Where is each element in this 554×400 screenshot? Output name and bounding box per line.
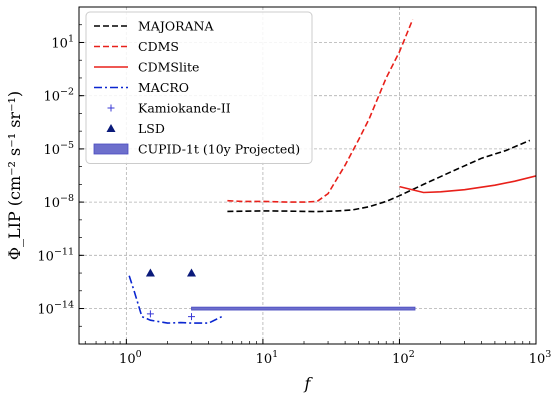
cupid-1t-10y-projected-band <box>191 306 416 311</box>
y-tick-label: 10−2 <box>43 87 74 105</box>
x-tick-label: 100 <box>119 349 142 367</box>
legend-label-lsd: LSD <box>138 121 165 136</box>
y-tick-label: 101 <box>51 33 74 51</box>
legend-label-cdmslite: CDMSlite <box>138 60 199 75</box>
cdms-line <box>227 19 414 203</box>
legend-swatch-kamiokande-ii <box>107 104 115 112</box>
kamiokande-ii-point <box>146 310 154 318</box>
y-tick-label: 10−8 <box>43 193 74 211</box>
macro-line <box>128 275 223 324</box>
x-axis-label: f <box>304 374 314 393</box>
plot-frame <box>78 6 537 345</box>
legend-label-macro: MACRO <box>138 80 189 95</box>
series-layer <box>128 19 536 324</box>
legend-label-majorana: MAJORANA <box>138 19 214 34</box>
lsd-point <box>145 268 155 277</box>
legend-swatch-lsd <box>106 124 116 132</box>
series-clip-group <box>128 19 536 324</box>
legend-box <box>85 11 313 164</box>
majorana-line <box>227 139 531 213</box>
y-tick-label: 10−5 <box>43 140 74 158</box>
legend: MAJORANA CDMS CDMSlite MACRO Kamiokande-II LS… <box>85 11 313 164</box>
y-tick-label: 10−14 <box>37 300 74 318</box>
y-tick-label: 10−11 <box>37 246 74 264</box>
legend-swatch-cupid-1t-10y-projected <box>93 143 129 155</box>
x-tick-label: 102 <box>392 349 415 367</box>
x-tick-label: 101 <box>256 349 279 367</box>
legend-label-kamiokande-ii: Kamiokande-II <box>138 101 231 116</box>
kamiokande-ii-point <box>188 313 196 321</box>
legend-label-cdms: CDMS <box>138 39 179 54</box>
lsd-point <box>187 268 197 277</box>
y-axis-label: Φ_LIP (cm⁻² s⁻¹ sr⁻¹) <box>5 91 24 260</box>
legend-label-cupid-1t-10y-projected: CUPID-1t (10y Projected) <box>138 142 300 157</box>
axis-ticks: 100 101 102 103 10−14 10−11 10−8 10−5 10−2 101 <box>37 6 552 367</box>
cdmslite-line <box>399 175 536 194</box>
x-tick-label: 103 <box>529 349 552 367</box>
